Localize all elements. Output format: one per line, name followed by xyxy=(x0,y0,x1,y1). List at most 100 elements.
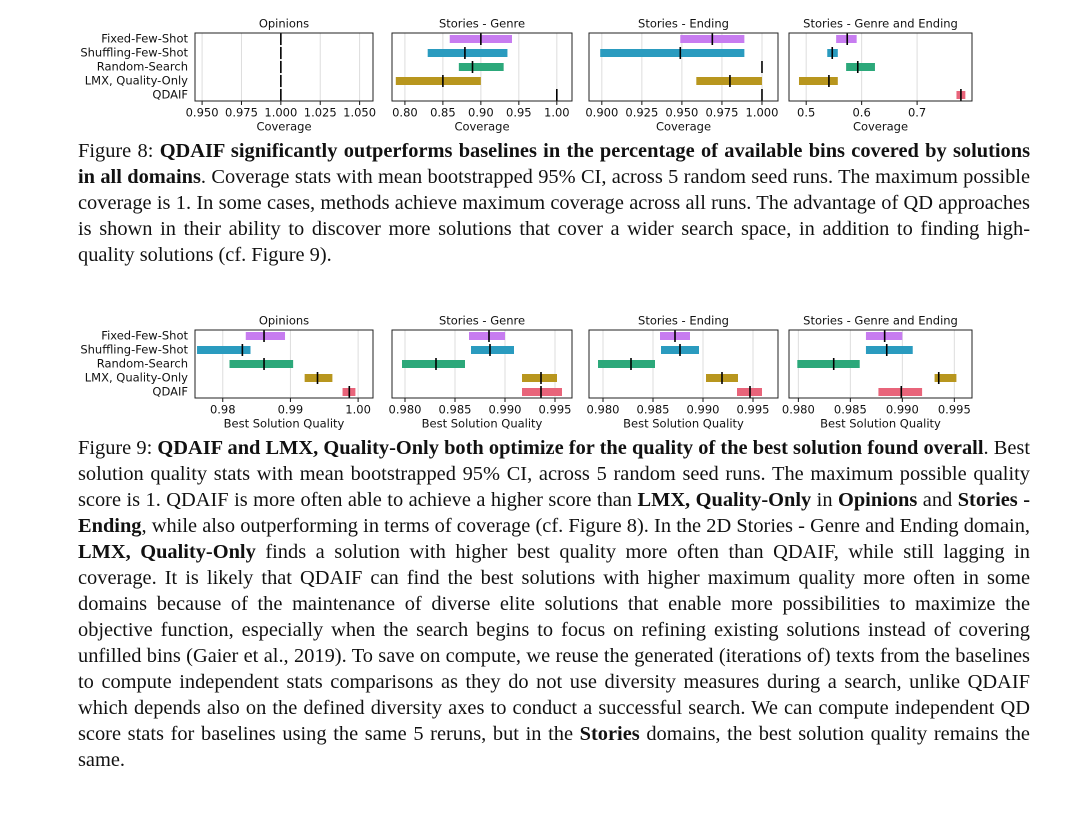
subplot-title: Stories - Genre and Ending xyxy=(803,314,958,328)
x-axis-label: Coverage xyxy=(454,120,509,134)
x-tick-label: 0.98 xyxy=(210,403,236,417)
caption-bold: QDAIF significantly outperforms baseline… xyxy=(78,140,1031,188)
ci-bar xyxy=(598,360,655,368)
x-axis-label: Coverage xyxy=(256,120,311,134)
ci-bar xyxy=(245,332,286,340)
caption-text: . Best solution quality stats with mean … xyxy=(78,437,1030,511)
axes-frame xyxy=(391,32,573,102)
ci-bar xyxy=(304,374,333,382)
x-tick-label: 0.995 xyxy=(737,403,770,417)
x-tick-label: 0.95 xyxy=(506,106,532,120)
category-label: LMX, Quality-Only xyxy=(85,74,188,88)
caption-bold: Stories xyxy=(579,723,640,745)
caption-text: in xyxy=(811,489,838,511)
caption-bold: LMX, Quality-Only xyxy=(78,541,256,563)
figure-caption: Figure 9: QDAIF and LMX, Quality-Only bo… xyxy=(78,435,1030,773)
subplot-title: Stories - Genre xyxy=(439,314,525,328)
x-tick-label: 0.80 xyxy=(392,106,418,120)
ci-bar xyxy=(229,360,294,368)
x-tick-label: 0.975 xyxy=(705,106,738,120)
category-label: Fixed-Few-Shot xyxy=(101,32,188,46)
caption-text: domains, the best solution quality remai… xyxy=(78,723,1030,771)
x-tick-label: 1.000 xyxy=(746,106,779,120)
caption-text: Figure 9: xyxy=(78,437,158,459)
ci-bar xyxy=(797,360,860,368)
x-tick-label: 0.980 xyxy=(587,403,620,417)
x-axis-label: Best Solution Quality xyxy=(623,417,744,431)
ci-bar xyxy=(395,77,481,85)
caption-bold: Opinions xyxy=(837,489,918,511)
x-tick-label: 0.99 xyxy=(278,403,304,417)
subplot-title: Stories - Ending xyxy=(638,314,729,328)
subplot-title: Opinions xyxy=(259,17,309,31)
ci-bar xyxy=(934,374,957,382)
subplot-title: Stories - Genre and Ending xyxy=(803,17,958,31)
x-tick-label: 1.025 xyxy=(304,106,337,120)
x-tick-label: 0.980 xyxy=(782,403,815,417)
ci-bar xyxy=(865,346,913,354)
ci-bar xyxy=(878,388,923,396)
x-tick-label: 0.950 xyxy=(186,106,219,120)
ci-bar xyxy=(458,63,504,71)
category-label: Shuffling-Few-Shot xyxy=(80,46,188,60)
axes-frame xyxy=(194,329,374,399)
axes-frame xyxy=(788,329,973,399)
x-axis-label: Best Solution Quality xyxy=(422,417,543,431)
caption-bold: Stories - Ending xyxy=(78,489,1030,537)
x-tick-label: 1.050 xyxy=(343,106,376,120)
ci-bar xyxy=(798,77,838,85)
figure-caption: Figure 8: QDAIF significantly outperform… xyxy=(78,138,1030,268)
caption-text: finds a solution with higher best qualit… xyxy=(78,541,1030,745)
axes-frame xyxy=(588,329,779,399)
x-axis-label: Coverage xyxy=(853,120,908,134)
x-tick-label: 0.90 xyxy=(468,106,494,120)
x-tick-label: 0.985 xyxy=(439,403,472,417)
ci-bar xyxy=(469,332,505,340)
ci-bar xyxy=(427,49,508,57)
x-tick-label: 0.5 xyxy=(797,106,815,120)
category-label: Fixed-Few-Shot xyxy=(101,329,188,343)
category-label: Random-Search xyxy=(97,60,188,74)
caption-bold: LMX, Quality-Only xyxy=(637,489,812,511)
x-tick-label: 1.00 xyxy=(345,403,371,417)
ci-bar xyxy=(402,360,465,368)
caption-text: . Coverage stats with mean bootstrapped … xyxy=(78,166,1030,266)
ci-bar xyxy=(197,346,251,354)
caption-text: Figure 8: xyxy=(78,140,160,162)
ci-bar xyxy=(696,77,762,85)
category-label: QDAIF xyxy=(152,88,188,102)
category-label: Random-Search xyxy=(97,357,188,371)
x-tick-label: 0.995 xyxy=(539,403,572,417)
ci-bar xyxy=(471,346,514,354)
x-tick-label: 0.990 xyxy=(489,403,522,417)
axes-frame xyxy=(391,329,573,399)
ci-bar xyxy=(836,35,857,43)
subplot-title: Opinions xyxy=(259,314,309,328)
axes-frame xyxy=(588,32,779,102)
x-tick-label: 0.980 xyxy=(389,403,422,417)
caption-text: , while also outperforming in terms of c… xyxy=(141,515,1030,537)
caption-text: and xyxy=(917,489,958,511)
x-axis-label: Best Solution Quality xyxy=(224,417,345,431)
ci-bar xyxy=(522,374,557,382)
x-axis-label: Coverage xyxy=(656,120,711,134)
caption-bold: QDAIF and LMX, Quality-Only both optimiz… xyxy=(157,437,984,459)
category-label: Shuffling-Few-Shot xyxy=(80,343,188,357)
x-tick-label: 0.925 xyxy=(625,106,658,120)
subplot-title: Stories - Genre xyxy=(439,17,525,31)
ci-bar xyxy=(600,49,745,57)
x-tick-label: 0.950 xyxy=(665,106,698,120)
x-axis-label: Best Solution Quality xyxy=(820,417,941,431)
category-label: LMX, Quality-Only xyxy=(85,371,188,385)
x-tick-label: 0.975 xyxy=(225,106,258,120)
x-tick-label: 1.000 xyxy=(264,106,297,120)
x-tick-label: 1.00 xyxy=(544,106,570,120)
x-tick-label: 0.900 xyxy=(585,106,618,120)
x-tick-label: 0.985 xyxy=(637,403,670,417)
x-tick-label: 0.6 xyxy=(852,106,870,120)
x-tick-label: 0.995 xyxy=(938,403,971,417)
category-label: QDAIF xyxy=(152,385,188,399)
ci-bar xyxy=(846,63,875,71)
